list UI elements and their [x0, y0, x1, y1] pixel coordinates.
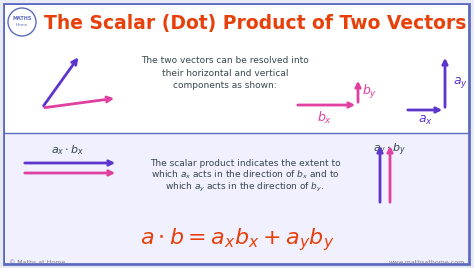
Text: $a_x \cdot b_x$: $a_x \cdot b_x$: [51, 143, 85, 157]
Text: $a \cdot b = a_x b_x + a_y b_y$: $a \cdot b = a_x b_x + a_y b_y$: [140, 227, 334, 254]
Circle shape: [8, 8, 36, 36]
Text: The two vectors can be resolved into
their horizontal and vertical
components as: The two vectors can be resolved into the…: [141, 56, 309, 90]
Bar: [5, 5, 468, 133]
Text: MATHS: MATHS: [12, 17, 32, 21]
Text: The scalar product indicates the extent to: The scalar product indicates the extent …: [150, 158, 340, 168]
Text: The Scalar (Dot) Product of Two Vectors: The Scalar (Dot) Product of Two Vectors: [44, 14, 466, 34]
Text: $b_y$: $b_y$: [363, 83, 378, 101]
Text: which $a_x$ acts in the direction of $b_x$ and to: which $a_x$ acts in the direction of $b_…: [151, 169, 339, 181]
Text: www.mathsathome.com: www.mathsathome.com: [389, 259, 465, 265]
Text: © Maths at Home: © Maths at Home: [9, 259, 65, 265]
Text: $a_y \cdot b_y$: $a_y \cdot b_y$: [374, 142, 407, 158]
Text: $b_x$: $b_x$: [318, 110, 333, 126]
Bar: [5, 133, 468, 263]
Text: $a_x$: $a_x$: [418, 113, 432, 126]
Bar: [5, 5, 468, 43]
Text: $a_y$: $a_y$: [453, 76, 467, 91]
Text: Home: Home: [16, 23, 28, 27]
Text: which $a_y$ acts in the direction of $b_y$.: which $a_y$ acts in the direction of $b_…: [165, 180, 325, 193]
